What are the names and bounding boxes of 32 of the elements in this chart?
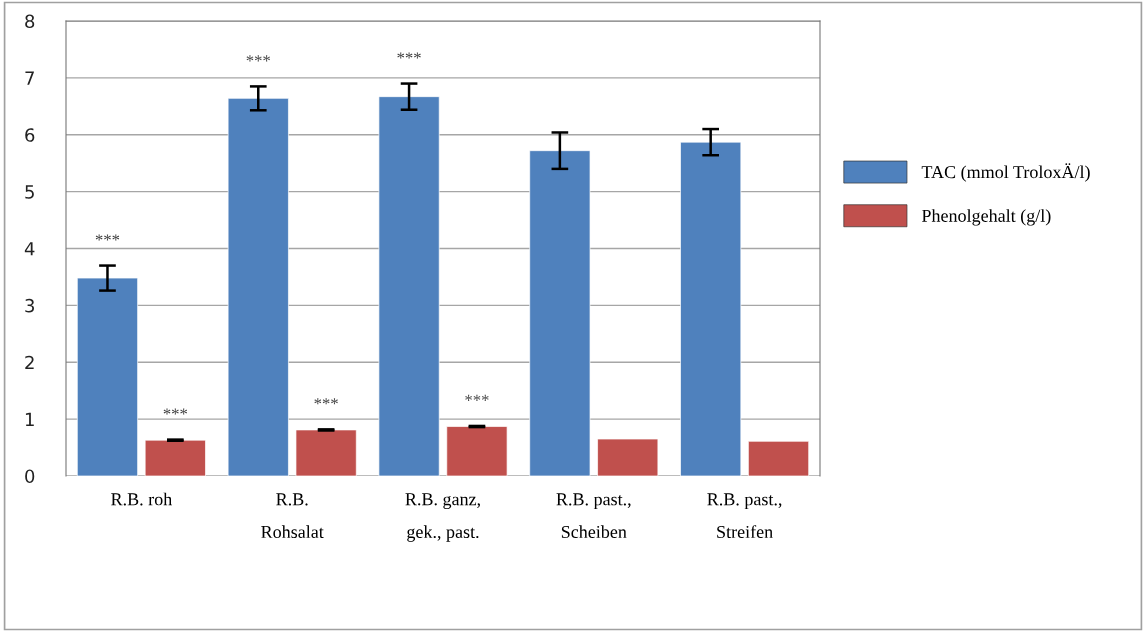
bar [680, 141, 742, 476]
y-tick-label: 4 [24, 242, 35, 256]
annotation: *** [246, 55, 270, 62]
y-tick-label: 6 [25, 128, 35, 142]
y-tick-label: 7 [25, 71, 34, 85]
y-tick-label: 5 [25, 185, 34, 199]
x-tick-label: R.B. ganz, gek., past. [405, 493, 480, 542]
y-tick-label: 3 [25, 298, 34, 313]
bar [597, 438, 659, 476]
annotation: *** [163, 408, 188, 415]
bar [378, 96, 440, 476]
y-tick-label: 2 [25, 355, 34, 370]
bar [748, 440, 810, 476]
y-tick-label: 1 [25, 412, 34, 426]
x-tick-label: R.B. roh [111, 492, 173, 506]
annotation: *** [314, 398, 338, 405]
bar [227, 98, 289, 476]
bar [529, 150, 591, 476]
x-tick-label: R.B. Rohsalat [261, 493, 324, 539]
bar [144, 439, 206, 476]
bar [446, 426, 508, 476]
annotation: *** [465, 394, 489, 401]
bar [76, 277, 138, 476]
bar [295, 429, 357, 476]
y-tick-label: 0 [25, 469, 35, 484]
y-tick-label: 8 [25, 14, 35, 29]
x-tick-label: R.B. past., Scheiben [556, 493, 631, 539]
annotation: *** [95, 234, 120, 241]
legend-label: TAC (mmol TroloxÄ/l) [921, 163, 1090, 182]
annotation: *** [397, 52, 421, 59]
x-tick-label: R.B. past., Streifen [707, 493, 782, 539]
legend-label: Phenolgehalt (g/l) [921, 209, 1051, 226]
